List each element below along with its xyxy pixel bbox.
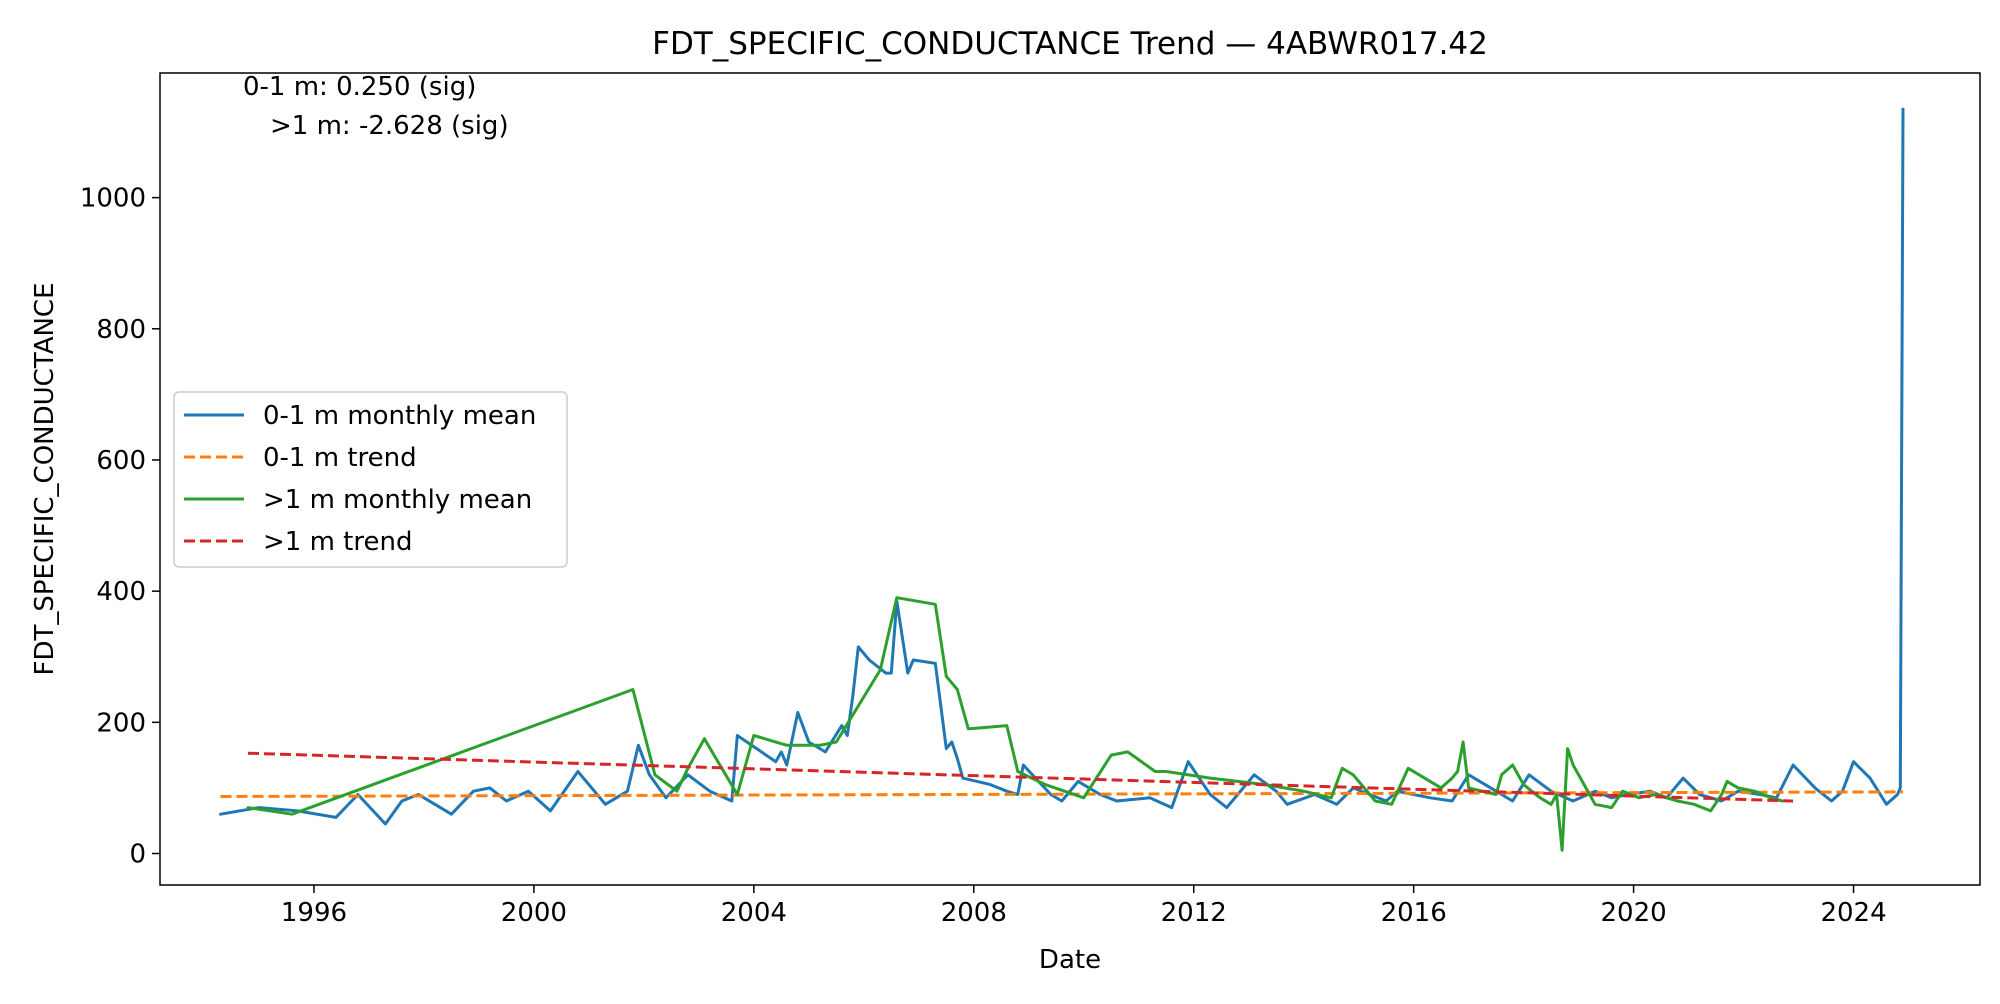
- legend-label: >1 m trend: [263, 527, 412, 557]
- y-tick-label: 600: [96, 446, 146, 476]
- x-tick-label: 2004: [721, 898, 787, 928]
- chart-title: FDT_SPECIFIC_CONDUCTANCE Trend — 4ABWR01…: [652, 26, 1488, 62]
- y-tick-label: 800: [96, 315, 146, 345]
- x-tick-label: 2008: [941, 898, 1007, 928]
- legend-label: 0-1 m trend: [263, 443, 417, 473]
- legend: 0-1 m monthly mean 0-1 m trend >1 m monthl…: [173, 391, 568, 568]
- plot-frame: [159, 72, 1981, 886]
- y-tick-label: 1000: [80, 184, 146, 214]
- legend-label: >1 m monthly mean: [263, 485, 532, 515]
- y-tick-label: 400: [96, 577, 146, 607]
- series-line-gt1-m-monthly-mean: [246, 596, 1784, 852]
- series-layer: [219, 107, 1905, 852]
- legend-box: [173, 391, 568, 568]
- legend-label: 0-1 m monthly mean: [263, 401, 536, 431]
- annotation-deep-slope: >1 m: -2.628 (sig): [270, 111, 509, 141]
- x-tick-label: 2020: [1601, 898, 1667, 928]
- x-tick-label: 2016: [1381, 898, 1447, 928]
- series-line-gt1-m-trend: [247, 751, 1794, 803]
- y-axis-label: FDT_SPECIFIC_CONDUCTANCE: [30, 282, 60, 675]
- x-axis: 1996 2000 2004 2008 2012 2016 2020 2024: [281, 885, 1887, 928]
- y-tick-label: 200: [96, 708, 146, 738]
- x-tick-label: 2024: [1820, 898, 1886, 928]
- y-axis: 0 200 400 600 800 1000: [80, 184, 160, 870]
- x-tick-label: 1996: [281, 898, 347, 928]
- y-tick-label: 0: [129, 840, 146, 870]
- x-axis-label: Date: [1039, 945, 1101, 975]
- x-tick-label: 2000: [501, 898, 567, 928]
- annotation-shallow-slope: 0-1 m: 0.250 (sig): [243, 72, 476, 102]
- x-tick-label: 2012: [1161, 898, 1227, 928]
